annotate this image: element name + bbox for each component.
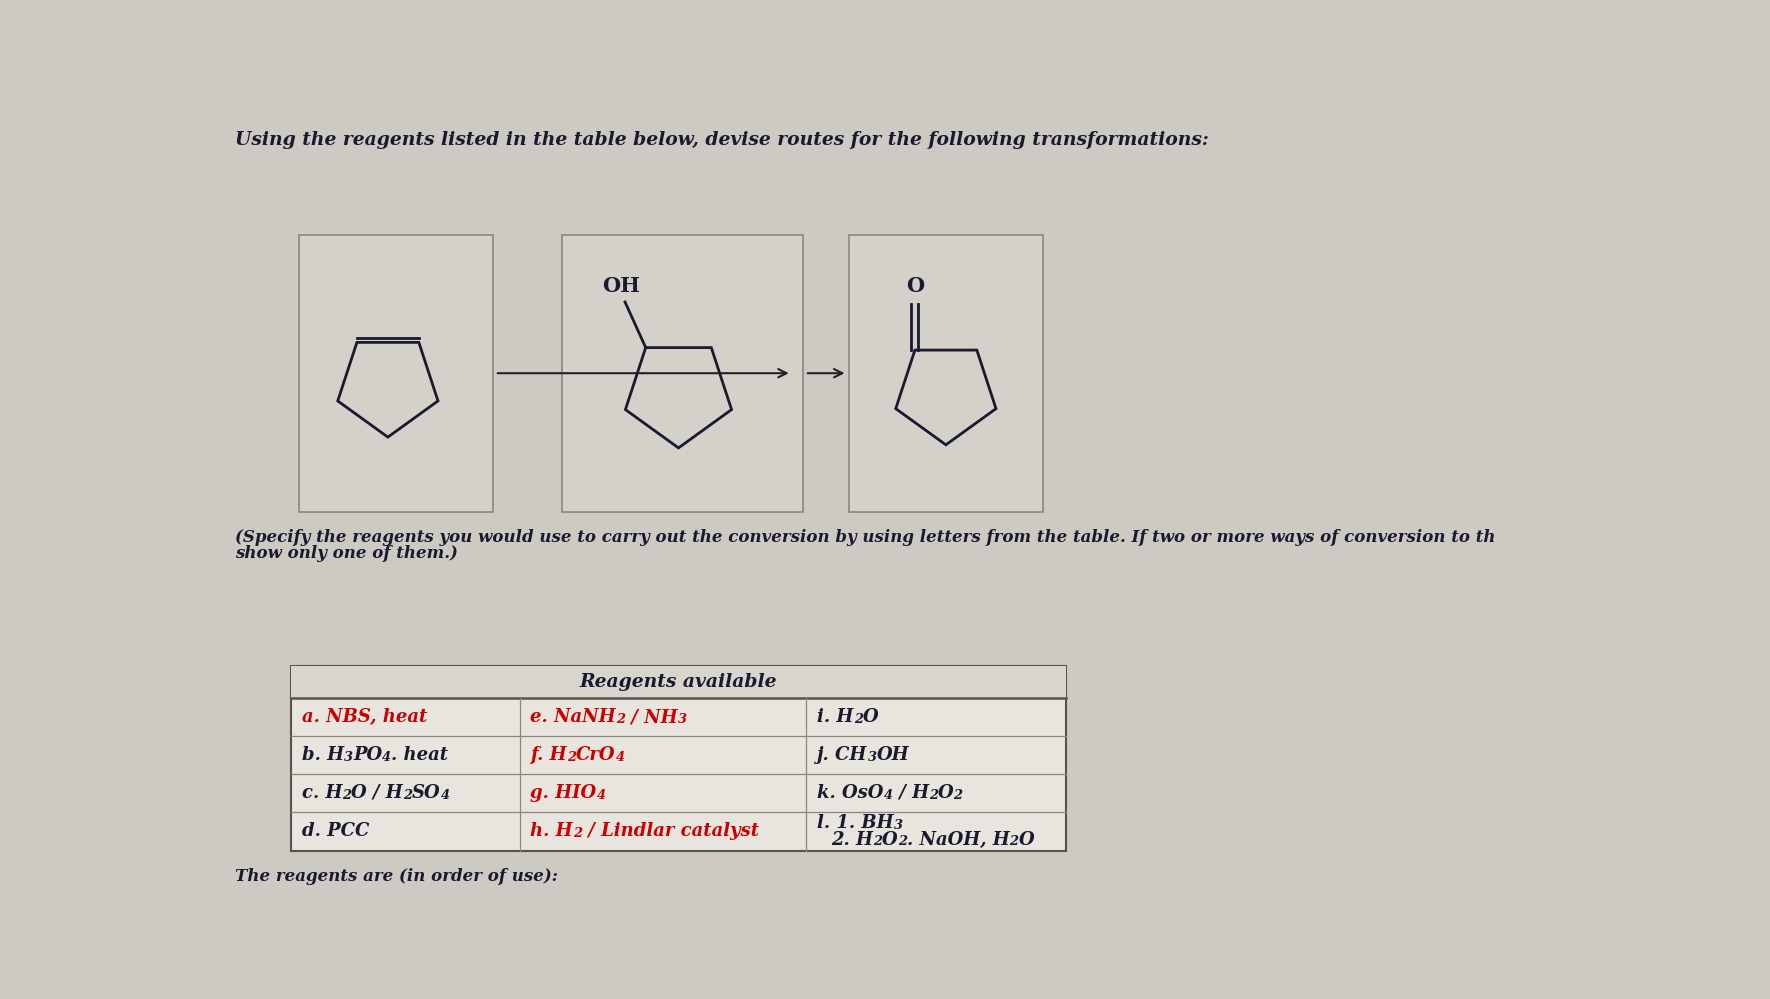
Text: 2: 2 [853,713,862,726]
Text: d. PCC: d. PCC [303,822,370,840]
Text: The reagents are (in order of use):: The reagents are (in order of use): [235,867,558,884]
Text: g. HIO: g. HIO [531,784,596,802]
Text: . NaOH, H: . NaOH, H [906,831,1009,849]
Text: 2: 2 [616,713,625,726]
Text: h. H: h. H [531,822,573,840]
FancyBboxPatch shape [290,665,1066,698]
Text: 2: 2 [929,788,938,801]
Text: k. OsO: k. OsO [818,784,883,802]
Text: 4: 4 [382,750,391,763]
Text: / H: / H [892,784,929,802]
Text: O: O [938,784,954,802]
Text: OH: OH [602,276,641,296]
Text: f. H: f. H [531,746,566,764]
Text: a. NBS, heat: a. NBS, heat [303,708,427,726]
FancyBboxPatch shape [290,665,1066,850]
Text: 2: 2 [404,788,412,801]
Text: j. CH: j. CH [818,746,867,764]
Text: / Lindlar catalyst: / Lindlar catalyst [582,822,759,840]
Text: b. H: b. H [303,746,343,764]
FancyBboxPatch shape [299,235,492,511]
Text: Reagents available: Reagents available [581,673,777,691]
Text: l. 1. BH: l. 1. BH [818,814,894,832]
Text: 3: 3 [867,750,876,763]
Text: 2: 2 [954,788,963,801]
Text: 4: 4 [596,788,605,801]
Text: / NH: / NH [625,708,678,726]
Text: 4: 4 [441,788,450,801]
FancyBboxPatch shape [563,235,802,511]
Text: OH: OH [876,746,910,764]
Text: CrO: CrO [575,746,616,764]
Text: 2: 2 [342,788,352,801]
Text: O: O [862,708,878,726]
Text: 3: 3 [343,750,352,763]
Text: 4: 4 [883,788,892,801]
Text: . heat: . heat [391,746,448,764]
Text: 2: 2 [897,835,906,848]
Text: O: O [1018,831,1034,849]
Text: O: O [881,831,897,849]
Text: 2: 2 [873,835,881,848]
Text: 3: 3 [894,819,903,832]
Text: 3: 3 [678,713,687,726]
Text: O / H: O / H [352,784,404,802]
Text: e. NaNH: e. NaNH [531,708,616,726]
Text: show only one of them.): show only one of them.) [235,544,458,561]
Text: 2: 2 [1009,835,1018,848]
Text: 4: 4 [616,750,625,763]
FancyBboxPatch shape [850,235,1043,511]
Text: 2: 2 [573,827,582,840]
Text: i. H: i. H [818,708,853,726]
Text: PO: PO [352,746,382,764]
Text: Using the reagents listed in the table below, devise routes for the following tr: Using the reagents listed in the table b… [235,131,1209,149]
Text: O: O [906,276,924,296]
Text: (Specify the reagents you would use to carry out the conversion by using letters: (Specify the reagents you would use to c… [235,528,1496,545]
Text: 2. H: 2. H [832,831,873,849]
Text: SO: SO [412,784,441,802]
Text: c. H: c. H [303,784,342,802]
Text: 2: 2 [566,750,575,763]
